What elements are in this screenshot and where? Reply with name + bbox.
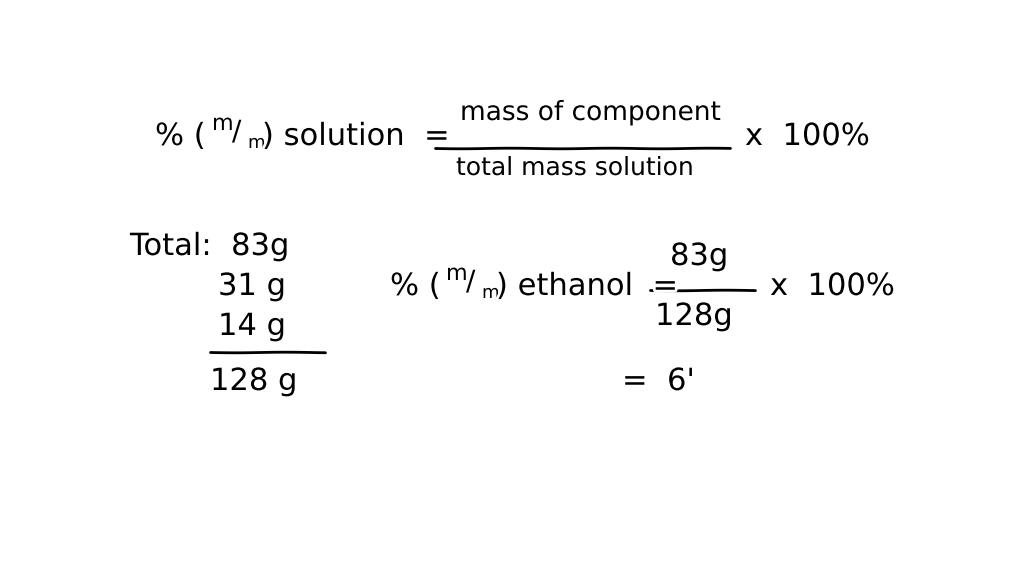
Text: /: /: [466, 268, 475, 296]
Text: Total:  83g: Total: 83g: [130, 232, 289, 261]
Text: % (: % (: [390, 272, 440, 301]
Text: 128g: 128g: [655, 302, 732, 331]
Text: 31 g: 31 g: [218, 272, 286, 301]
Text: m: m: [482, 284, 500, 302]
Text: ) solution  =: ) solution =: [262, 122, 450, 151]
Text: x  100%: x 100%: [745, 122, 869, 151]
Text: ) ethanol  =: ) ethanol =: [496, 272, 678, 301]
Text: 128 g: 128 g: [210, 367, 297, 396]
Text: % (: % (: [155, 122, 206, 151]
Text: m: m: [248, 134, 265, 152]
Text: mass of component: mass of component: [460, 100, 722, 126]
Text: /: /: [232, 118, 242, 146]
Text: =  6': = 6': [622, 367, 694, 396]
Text: total mass solution: total mass solution: [456, 156, 694, 180]
Text: m: m: [212, 114, 233, 134]
Text: m: m: [446, 264, 468, 284]
Text: x  100%: x 100%: [770, 272, 895, 301]
Text: 14 g: 14 g: [218, 312, 286, 341]
Text: 83g: 83g: [670, 242, 728, 271]
